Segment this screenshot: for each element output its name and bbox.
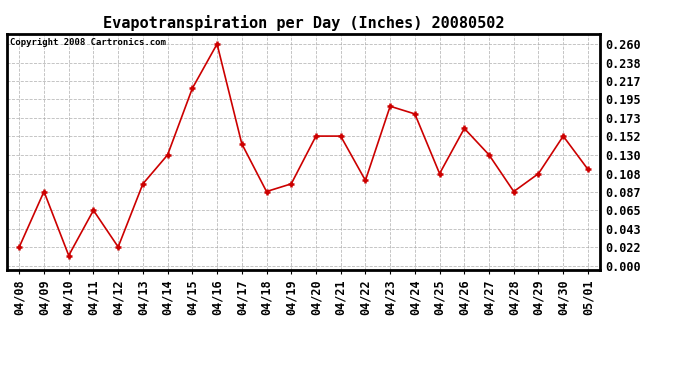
Title: Evapotranspiration per Day (Inches) 20080502: Evapotranspiration per Day (Inches) 2008…	[103, 15, 504, 31]
Text: Copyright 2008 Cartronics.com: Copyright 2008 Cartronics.com	[10, 39, 166, 48]
